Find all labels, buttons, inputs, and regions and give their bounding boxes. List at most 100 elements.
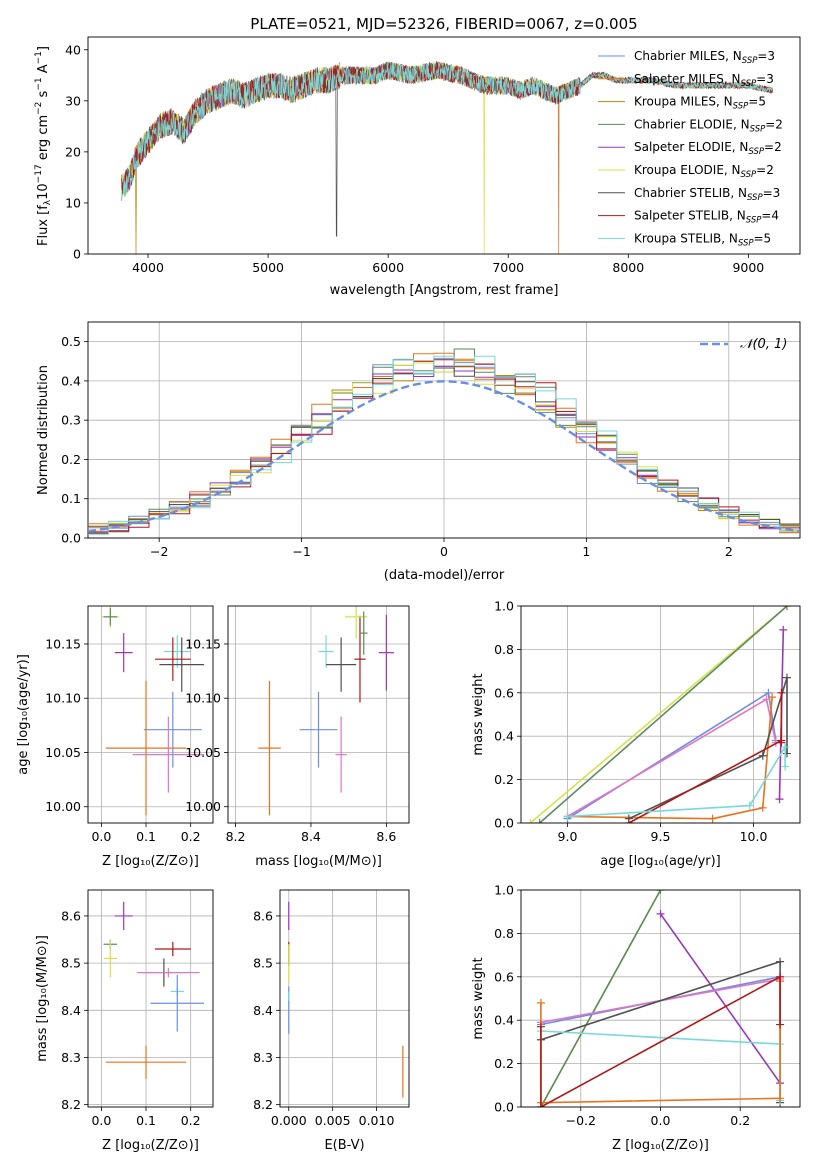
legend-label: Kroupa ELODIE, NSSP=2: [634, 163, 774, 180]
x-tick-label: 0.0: [91, 829, 111, 844]
mass-weight-marker: [768, 693, 777, 702]
y-tick-label: 10: [65, 195, 81, 210]
y-tick-label: 10.05: [185, 745, 221, 760]
x-tick-label: 0.0: [91, 1113, 111, 1128]
x-tick-label: 0.1: [136, 1113, 156, 1128]
y-tick-label: 8.3: [253, 1050, 273, 1065]
y-tick-label: 0.4: [494, 729, 514, 744]
x-tick-label: 1: [582, 544, 590, 559]
y-tick-label: 0.0: [494, 816, 514, 831]
x-axis-label: Z [log₁₀(Z/Z⊙)]: [102, 854, 199, 869]
y-tick-label: 8.4: [253, 1003, 273, 1018]
y-axis-label: mass weight: [471, 673, 486, 755]
x-axis-label: age [log₁₀(age/yr)]: [600, 854, 721, 869]
x-tick-label: 10.0: [740, 829, 768, 844]
age-vs-mass-panel: 8.2 8.4 8.6 10.00 10.05 10.10 10.15 mass [log₁₀…: [185, 605, 410, 869]
x-tick-label: 8.4: [301, 829, 321, 844]
axes-frame: [87, 889, 214, 1108]
mass-weight-marker: [762, 695, 771, 704]
y-tick-label: 1.0: [494, 883, 514, 898]
mass-weight-line: [540, 890, 662, 1107]
mass-weight-marker: [536, 1022, 545, 1031]
mass-weight-marker: [776, 1020, 785, 1029]
mass-vs-EBV-panel: 0.000 0.005 0.010 8.2 8.3 8.4 8.5 8.6 E(B-V): [253, 889, 410, 1153]
axes-frame: [279, 889, 410, 1108]
x-tick-label: 6000: [372, 260, 404, 275]
y-tick-label: 8.2: [253, 1097, 273, 1112]
y-tick-label: 0: [73, 247, 81, 262]
axes-frame: [87, 321, 801, 539]
legend-label: 𝒩(0, 1): [740, 337, 787, 352]
x-tick-label: 4000: [132, 260, 164, 275]
errorbar-group: [103, 901, 205, 1079]
age-vs-Z-panel: 0.0 0.1 0.2 10.00 10.05 10.10 10.15 Z [log₁₀(Z/…: [16, 605, 214, 869]
errorbar-group: [288, 901, 404, 1098]
spectrum-lines: [121, 61, 773, 254]
mass-weight-line: [628, 692, 783, 823]
histogram-legend: 𝒩(0, 1): [700, 337, 787, 352]
line-group: [526, 606, 791, 823]
mass-weight-marker: [745, 801, 754, 810]
legend-label: Kroupa STELIB, NSSP=5: [634, 231, 771, 248]
x-tick-label: −2: [150, 544, 168, 559]
figure-title: PLATE=0521, MJD=52326, FIBERID=0067, z=0…: [250, 15, 637, 33]
axes-frame: [87, 605, 214, 824]
mass-weight-marker: [526, 819, 535, 823]
x-tick-label: 0.010: [359, 1113, 395, 1128]
mass-weight-vs-Z-panel: −0.2 0.0 0.2 0.0 0.2 0.4 0.6 0.8 1.0 Z [log₁₀(Z/Z…: [471, 883, 801, 1153]
y-tick-label: 1.0: [494, 599, 514, 614]
mass-weight-marker: [777, 738, 786, 747]
y-axis-label: mass [log₁₀(M/M⊙)]: [35, 935, 50, 1062]
y-tick-label: 0.6: [494, 685, 514, 700]
y-tick-label: 8.4: [61, 1003, 81, 1018]
normal-curve: [88, 380, 800, 533]
errorbar-group: [258, 606, 394, 816]
mass-weight-marker: [758, 751, 767, 760]
histogram-steps: [88, 348, 800, 535]
mass-weight-marker: [656, 909, 665, 918]
y-tick-label: 8.6: [61, 908, 81, 923]
y-tick-label: 10.10: [185, 691, 221, 706]
x-tick-label: 7000: [492, 260, 524, 275]
y-tick-label: 0.4: [494, 1013, 514, 1028]
mass-weight-marker: [776, 1094, 785, 1103]
histogram-panel: −2 −1 0 1 2 0.0 0.1 0.2 0.3 0.4 0.5 𝒩(0, 1) (data-…: [36, 321, 801, 583]
axes-frame: [87, 36, 801, 255]
histogram-axes: −2 −1 0 1 2 0.0 0.1 0.2 0.3 0.4 0.5: [61, 321, 801, 559]
histogram-step-line: [88, 355, 800, 535]
y-tick-label: 0.4: [61, 373, 81, 388]
y-tick-label: 10.15: [45, 636, 81, 651]
x-tick-label: 8000: [612, 260, 644, 275]
y-tick-label: 0.0: [494, 1100, 514, 1115]
axes-frame: [227, 605, 410, 824]
mass-weight-vs-age-panel: 9.0 9.5 10.0 0.0 0.2 0.4 0.6 0.8 1.0 age [log₁₀(a…: [471, 599, 801, 869]
y-tick-label: 10.05: [45, 745, 81, 760]
mass-weight-marker: [563, 812, 572, 821]
mass-weight-marker: [708, 814, 717, 823]
y-tick-label: 0.6: [494, 969, 514, 984]
mass-weight-marker: [782, 606, 791, 610]
mass-vs-Z-panel: 0.0 0.1 0.2 8.2 8.3 8.4 8.5 8.6 Z [log₁₀(Z/Z⊙)] m…: [35, 889, 214, 1153]
histogram-xlabel: (data-model)/error: [384, 568, 505, 583]
y-tick-label: 0.5: [61, 334, 81, 349]
y-tick-label: 0.2: [494, 1056, 514, 1071]
legend-label: Salpeter MILES, NSSP=3: [634, 72, 774, 89]
mass-weight-marker: [781, 762, 790, 771]
x-tick-label: 9.0: [558, 829, 578, 844]
axes-frame: [520, 605, 801, 824]
y-axis-label: mass weight: [471, 957, 486, 1039]
mass-weight-marker: [536, 998, 545, 1007]
y-tick-label: 10.15: [185, 636, 221, 651]
x-tick-label: 0.005: [315, 1113, 351, 1128]
y-tick-label: 10.00: [45, 799, 81, 814]
x-axis-label: mass [log₁₀(M/M⊙)]: [255, 854, 382, 869]
mass-weight-marker: [758, 803, 767, 812]
x-tick-label: −0.2: [566, 1113, 596, 1128]
x-tick-label: 5000: [252, 260, 284, 275]
mass-weight-marker: [764, 688, 773, 697]
x-tick-label: −1: [292, 544, 310, 559]
spectrum-xlabel: wavelength [Angstrom, rest frame]: [330, 283, 559, 298]
mass-weight-marker: [779, 625, 788, 634]
mass-weight-line: [540, 975, 781, 1107]
y-tick-label: 0.8: [494, 926, 514, 941]
